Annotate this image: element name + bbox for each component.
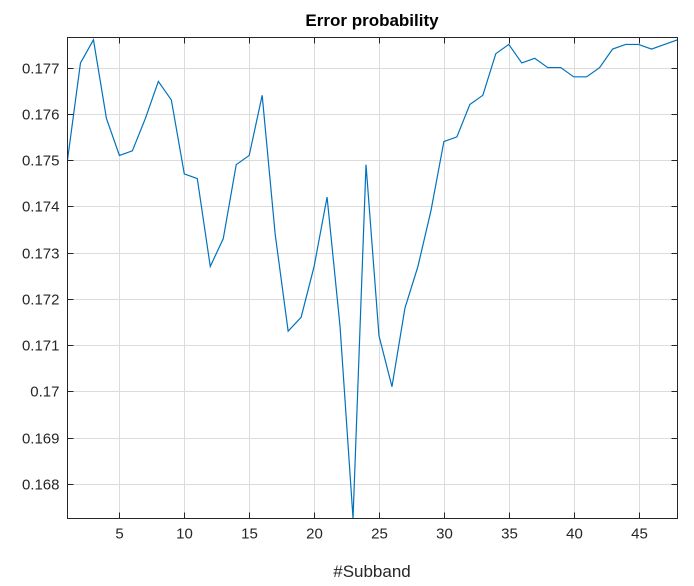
x-tick-label: 5 [115, 526, 123, 543]
x-tick-label: 45 [631, 526, 648, 543]
x-axis-label: #Subband [333, 562, 411, 581]
x-tick-label: 15 [241, 526, 258, 543]
y-tick-label: 0.172 [22, 292, 60, 309]
y-tick-label: 0.173 [22, 246, 60, 263]
y-tick-label: 0.175 [22, 153, 60, 170]
y-tick-label: 0.17 [30, 384, 59, 401]
x-tick-label: 25 [371, 526, 388, 543]
y-tick-label: 0.176 [22, 107, 60, 124]
y-tick-label: 0.169 [22, 431, 60, 448]
x-tick-label: 10 [176, 526, 193, 543]
x-tick-label: 35 [501, 526, 518, 543]
grid [67, 37, 678, 519]
y-tick-label: 0.177 [22, 61, 60, 78]
y-tick-label: 0.168 [22, 477, 60, 494]
axes-box [67, 37, 678, 519]
y-tick-label: 0.174 [22, 199, 60, 216]
y-tick-label: 0.171 [22, 338, 60, 355]
series-line [67, 38, 678, 519]
x-tick-label: 30 [436, 526, 453, 543]
x-tick-label: 40 [566, 526, 583, 543]
chart-title: Error probability [305, 11, 439, 30]
x-axis: 5 10 15 20 25 30 35 40 45 [115, 37, 648, 543]
x-tick-label: 20 [306, 526, 323, 543]
y-axis: 0.168 0.169 0.17 0.171 0.172 0.173 0.174 0.175 0… [22, 61, 678, 494]
plot-area [67, 38, 678, 519]
